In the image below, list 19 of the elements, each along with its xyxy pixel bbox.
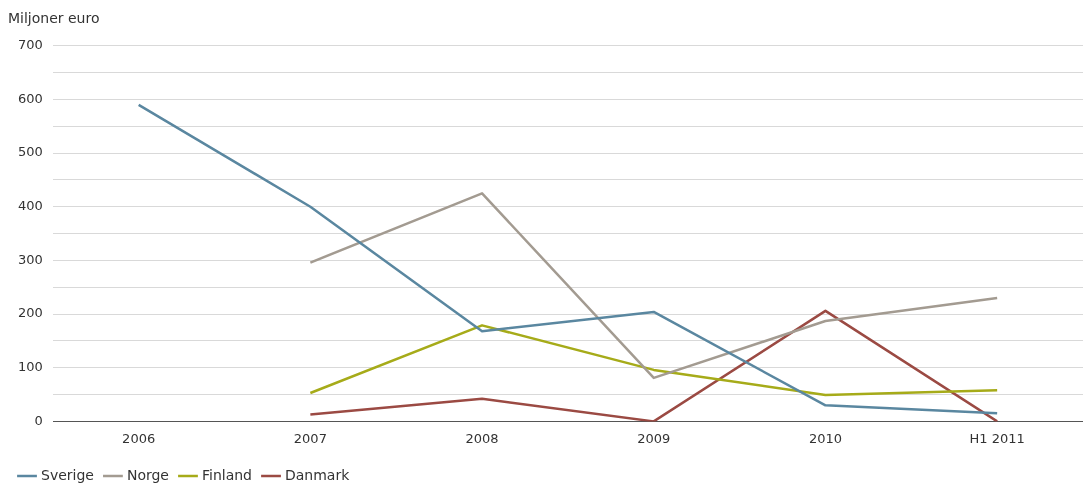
x-tick-label: 2009 xyxy=(637,430,671,446)
legend-label: Sverige xyxy=(41,466,94,483)
x-tick-label: 2007 xyxy=(293,430,327,446)
x-tick-label: 2006 xyxy=(122,430,156,446)
legend-label: Norge xyxy=(126,466,169,483)
x-tick-label: 2008 xyxy=(465,430,499,446)
legend-label: Finland xyxy=(201,466,253,483)
y-tick-label: 700 xyxy=(17,37,43,53)
x-tick-label: H1 2011 xyxy=(969,430,1025,446)
x-tick-label: 2010 xyxy=(808,430,842,446)
y-tick-label: 400 xyxy=(17,198,43,214)
y-axis-title: Miljoner euro xyxy=(8,9,101,28)
y-tick-label: 0 xyxy=(34,412,43,428)
y-tick-label: 200 xyxy=(17,305,43,321)
legend-label: Danmark xyxy=(285,466,351,483)
y-tick-label: 500 xyxy=(17,144,43,160)
y-tick-label: 300 xyxy=(17,251,43,267)
y-tick-label: 100 xyxy=(17,359,43,375)
y-tick-label: 600 xyxy=(17,90,43,106)
